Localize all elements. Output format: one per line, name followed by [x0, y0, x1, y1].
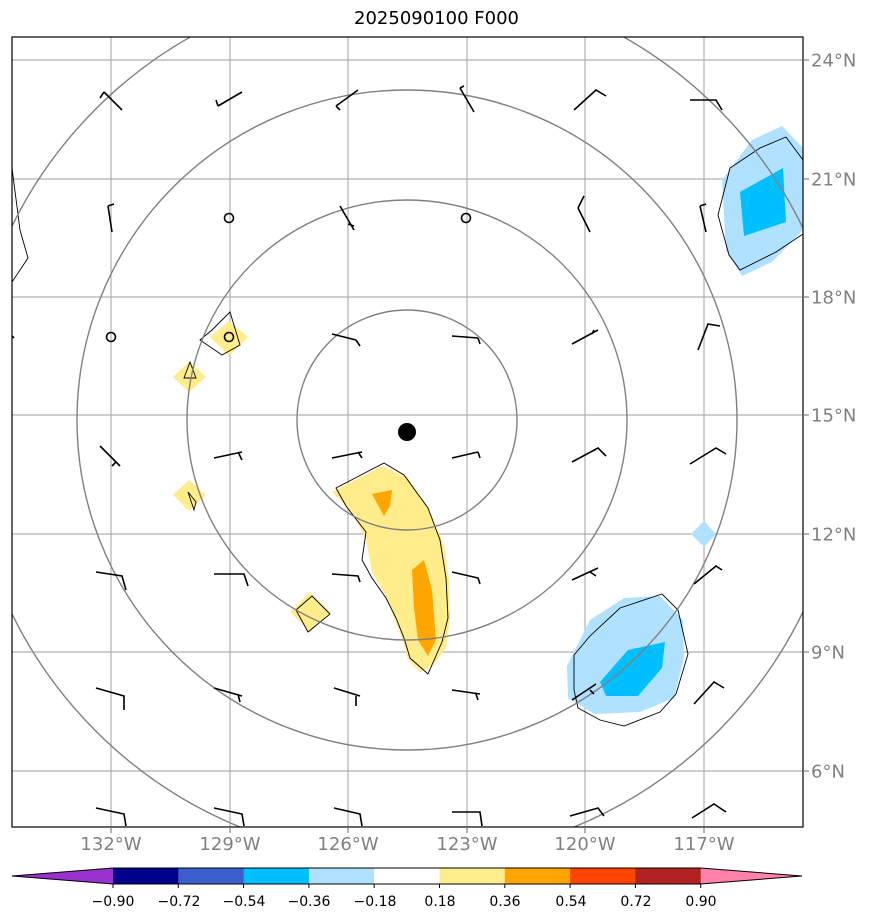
colorbar-tick-label: 0.72	[620, 894, 652, 910]
colorbar-tick-label: −0.90	[91, 894, 135, 910]
lat-label: 9°N	[811, 642, 845, 664]
colorbar-tick-label: −0.18	[353, 894, 397, 910]
lon-label: 126°W	[317, 834, 379, 855]
range-rings	[12, 37, 803, 827]
colorbar-segment	[439, 868, 506, 884]
colorbar-segment	[504, 868, 571, 884]
lon-label: 123°W	[436, 834, 498, 855]
lat-label: 15°N	[811, 405, 857, 427]
colorbar-tick-label: −0.36	[287, 894, 331, 910]
plot-frame	[11, 36, 804, 828]
colorbar-segment	[113, 868, 179, 884]
map-title: 2025090100 F000	[354, 8, 519, 29]
lon-label: 132°W	[80, 834, 142, 855]
colorbar-tick-label: 0.54	[555, 894, 587, 910]
negative-anomaly-fill	[567, 126, 803, 714]
colorbar-tick-label: −0.72	[157, 894, 201, 910]
lat-label: 6°N	[811, 761, 845, 783]
lat-label: 12°N	[811, 524, 857, 546]
contour-lines	[12, 136, 803, 727]
colorbar	[11, 867, 803, 888]
colorbar-segment	[308, 868, 375, 884]
colorbar-segment	[243, 868, 310, 884]
lon-label: 120°W	[554, 834, 616, 855]
colorbar-tick-label: −0.54	[222, 894, 266, 910]
storm-center-marker	[398, 423, 416, 441]
lat-label: 18°N	[811, 287, 857, 309]
wind-barbs	[12, 85, 727, 827]
axis-ticks	[110, 59, 809, 833]
lon-label: 129°W	[199, 834, 261, 855]
colorbar-extend-high	[700, 868, 802, 884]
lon-label: 117°W	[673, 834, 735, 855]
lat-label: 24°N	[811, 50, 857, 72]
positive-anomaly-fill	[173, 321, 450, 672]
colorbar-segment	[178, 868, 245, 884]
colorbar-tick-label: 0.18	[424, 894, 456, 910]
colorbar-segment	[635, 868, 702, 884]
colorbar-segment	[374, 868, 441, 884]
lat-label: 21°N	[811, 169, 857, 191]
colorbar-tick-label: 0.90	[685, 894, 717, 910]
colorbar-segment	[570, 868, 636, 884]
colorbar-tick-label: 0.36	[489, 894, 521, 910]
colorbar-extend-low	[12, 868, 113, 884]
